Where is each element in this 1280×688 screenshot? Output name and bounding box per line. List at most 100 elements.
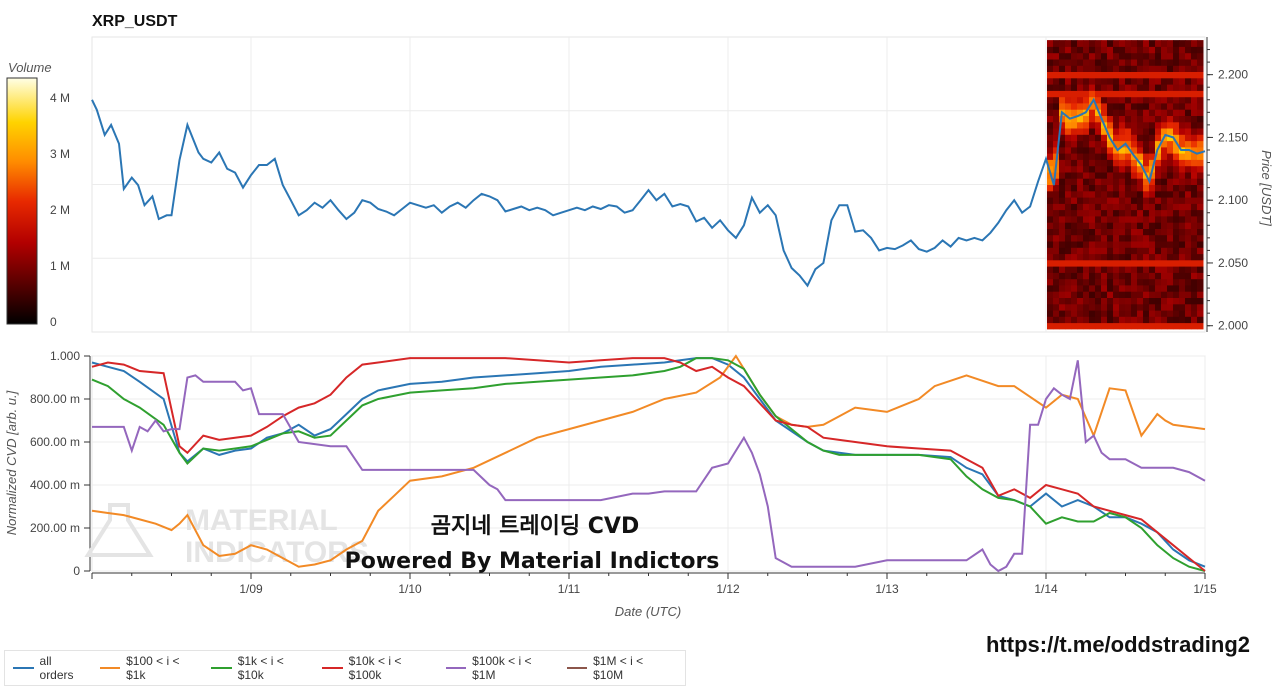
heatmap-cell bbox=[1197, 241, 1204, 248]
heatmap-cell bbox=[1155, 121, 1162, 129]
heatmap-cell bbox=[1047, 303, 1054, 311]
heatmap-cell bbox=[1125, 316, 1132, 324]
overlay-title: 곰지네 트레이딩 CVD bbox=[431, 514, 639, 539]
heatmap-cell bbox=[1167, 247, 1174, 255]
legend-item-5[interactable]: $1M < i < $10M bbox=[566, 654, 671, 682]
heatmap-cell bbox=[1149, 215, 1156, 223]
heatmap-cell bbox=[1179, 59, 1186, 66]
heatmap-cell bbox=[1107, 153, 1114, 160]
heatmap-cell bbox=[1167, 96, 1174, 104]
heatmap-cell bbox=[1191, 247, 1198, 255]
heatmap-cell bbox=[1155, 234, 1162, 242]
heatmap-cell bbox=[1101, 90, 1108, 98]
heatmap-cell bbox=[1107, 165, 1114, 173]
heatmap-cell bbox=[1101, 52, 1108, 60]
heatmap-cell bbox=[1185, 284, 1192, 292]
heatmap-cell bbox=[1143, 90, 1150, 98]
heatmap-cell bbox=[1077, 59, 1084, 66]
legend-item-1[interactable]: $100 < i < $1k bbox=[99, 654, 198, 682]
heatmap-cell bbox=[1053, 291, 1060, 298]
heatmap-cell bbox=[1149, 59, 1156, 66]
heatmap-cell bbox=[1101, 278, 1108, 286]
heatmap-cell bbox=[1155, 115, 1162, 123]
heatmap-cell bbox=[1113, 247, 1120, 255]
heatmap-cell bbox=[1071, 228, 1078, 236]
colorbar-label: Volume bbox=[8, 60, 52, 75]
heatmap-cell bbox=[1053, 52, 1060, 60]
heatmap-cell bbox=[1197, 310, 1204, 317]
heatmap-cell bbox=[1059, 159, 1066, 167]
heatmap-cell bbox=[1143, 84, 1150, 91]
heatmap-cell bbox=[1131, 228, 1138, 236]
heatmap-cell bbox=[1161, 197, 1168, 204]
heatmap-cell bbox=[1149, 222, 1156, 229]
heatmap-cell bbox=[1053, 90, 1060, 98]
heatmap-cell bbox=[1131, 310, 1138, 317]
heatmap-cell bbox=[1101, 247, 1108, 255]
heatmap-cell bbox=[1095, 96, 1102, 104]
telegram-url[interactable]: https://t.me/oddstrading2 bbox=[986, 632, 1250, 657]
heatmap-cell bbox=[1059, 190, 1066, 198]
heatmap-cell bbox=[1191, 128, 1198, 135]
heatmap-cell bbox=[1149, 259, 1156, 267]
heatmap-cell bbox=[1101, 59, 1108, 66]
heatmap-cell bbox=[1173, 102, 1180, 110]
heatmap-cell bbox=[1101, 297, 1108, 305]
heatmap-cell bbox=[1059, 165, 1066, 173]
legend-label-5: $1M < i < $10M bbox=[593, 654, 644, 682]
legend-item-4[interactable]: $100k < i < $1M bbox=[445, 654, 553, 682]
heatmap-cell bbox=[1173, 77, 1180, 85]
heatmap-cell bbox=[1071, 115, 1078, 123]
chart-title: XRP_USDT bbox=[92, 13, 178, 30]
heatmap-cell bbox=[1167, 266, 1174, 273]
heatmap-cell bbox=[1125, 197, 1132, 204]
heatmap-cell bbox=[1185, 197, 1192, 204]
heatmap-cell bbox=[1059, 140, 1066, 148]
heatmap-cell bbox=[1167, 222, 1174, 229]
heatmap-cell bbox=[1083, 203, 1090, 211]
heatmap-cell bbox=[1161, 284, 1168, 292]
heatmap-cell bbox=[1131, 90, 1138, 98]
heatmap-cell bbox=[1095, 115, 1102, 123]
heatmap-cell bbox=[1095, 253, 1102, 261]
heatmap-cell bbox=[1149, 159, 1156, 167]
heatmap-cell bbox=[1149, 153, 1156, 160]
heatmap-cell bbox=[1065, 209, 1072, 217]
heatmap-cell bbox=[1197, 297, 1204, 305]
heatmap-cell bbox=[1065, 102, 1072, 110]
heatmap-cell bbox=[1125, 184, 1132, 192]
heatmap-cell bbox=[1179, 278, 1186, 286]
heatmap-cell bbox=[1047, 222, 1054, 229]
heatmap-cell bbox=[1173, 171, 1180, 179]
heatmap-cell bbox=[1143, 291, 1150, 298]
heatmap-cell bbox=[1101, 171, 1108, 179]
heatmap-cell bbox=[1197, 203, 1204, 211]
heatmap-cell bbox=[1137, 121, 1144, 129]
heatmap-cell bbox=[1161, 65, 1168, 72]
heatmap-cell bbox=[1155, 222, 1162, 229]
heatmap-cell bbox=[1143, 297, 1150, 305]
heatmap-cell bbox=[1161, 46, 1168, 54]
heatmap-cell bbox=[1065, 165, 1072, 173]
heatmap-cell bbox=[1197, 153, 1204, 160]
heatmap-cell bbox=[1191, 84, 1198, 91]
heatmap-cell bbox=[1083, 222, 1090, 229]
heatmap-cell bbox=[1083, 153, 1090, 160]
heatmap-cell bbox=[1173, 215, 1180, 223]
heatmap-cell bbox=[1107, 52, 1114, 60]
heatmap-cell bbox=[1119, 77, 1126, 85]
heatmap-cell bbox=[1113, 203, 1120, 211]
heatmap-cell bbox=[1173, 203, 1180, 211]
legend-item-2[interactable]: $1k < i < $10k bbox=[211, 654, 308, 682]
legend-item-3[interactable]: $10k < i < $100k bbox=[322, 654, 431, 682]
heatmap-cell bbox=[1113, 159, 1120, 167]
heatmap-cell bbox=[1059, 203, 1066, 211]
heatmap-cell bbox=[1089, 115, 1096, 123]
heatmap-cell bbox=[1089, 171, 1096, 179]
legend-item-0[interactable]: all orders bbox=[13, 654, 86, 682]
heatmap-cell bbox=[1155, 197, 1162, 204]
heatmap-cell bbox=[1143, 65, 1150, 72]
heatmap-cell bbox=[1143, 190, 1150, 198]
heatmap-cell bbox=[1167, 190, 1174, 198]
heatmap-cell bbox=[1167, 171, 1174, 179]
